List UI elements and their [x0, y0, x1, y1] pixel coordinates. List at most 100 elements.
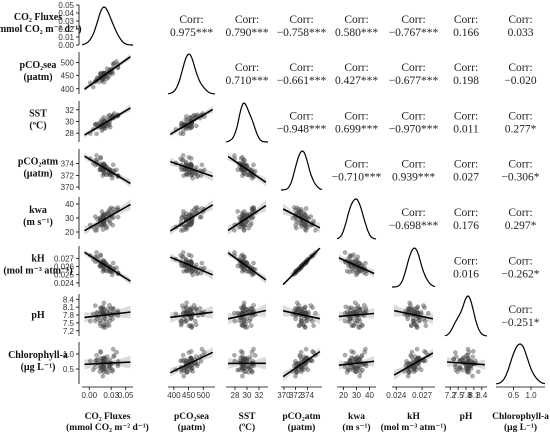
scatter-point: [101, 367, 107, 373]
corr-label: Corr:: [401, 159, 425, 171]
scatter-point: [107, 269, 112, 274]
scatter-point: [97, 369, 103, 375]
scatter-point: [465, 346, 471, 352]
scatter-point: [357, 307, 362, 313]
scatter-point: [180, 153, 186, 158]
y-tick-label: 400: [61, 85, 75, 94]
scatter-point: [351, 367, 356, 373]
scatter-point: [418, 309, 424, 315]
scatter-point: [295, 210, 301, 215]
scatter-point: [240, 269, 245, 274]
scatter-point: [302, 222, 307, 227]
scatter-point: [106, 323, 112, 328]
scatter-point: [108, 205, 114, 211]
scatter-point: [298, 305, 303, 311]
scatter-point: [475, 369, 481, 375]
scatter-point: [348, 355, 354, 361]
scatter-point: [243, 162, 249, 168]
scatter-point: [363, 308, 369, 314]
scatter-point: [409, 305, 415, 311]
scatter-point: [239, 222, 245, 227]
scatter-point: [414, 324, 420, 330]
scatter-point: [181, 212, 186, 217]
scatter-point: [241, 318, 247, 324]
corr-value: 0.277*: [505, 124, 537, 136]
scatter-point: [299, 306, 305, 312]
scatter-point: [296, 209, 302, 214]
scatter-point: [349, 264, 354, 270]
x-tick-label: 0.5: [508, 391, 520, 400]
scatter-point: [408, 323, 414, 328]
scatter-point: [88, 318, 93, 324]
corr-label: Corr:: [508, 62, 532, 74]
scatter-point: [193, 262, 199, 268]
scatter-point: [109, 215, 115, 221]
scatter-point: [405, 316, 411, 322]
scatter-point: [107, 302, 112, 308]
scatter-point: [187, 307, 193, 313]
scatter-point: [244, 357, 250, 363]
scatter-point: [101, 364, 107, 370]
scatter-point: [411, 366, 417, 371]
scatter-point: [103, 325, 108, 330]
scatter-point: [98, 364, 103, 369]
scatter-point: [410, 318, 416, 324]
scatter-point: [188, 367, 193, 373]
scatter-point: [183, 318, 189, 324]
y-tick-label: 7.2: [63, 327, 75, 336]
col-label-co2flux: CO₂ Fluxes: [85, 412, 131, 422]
scatter-point: [189, 323, 195, 328]
scatter-point: [416, 364, 422, 370]
scatter-point: [309, 318, 315, 324]
scatter-point: [232, 153, 237, 158]
scatter-point: [94, 316, 100, 322]
y-tick-label: 1.0: [63, 350, 75, 359]
scatter-point: [115, 205, 121, 210]
scatter-point: [115, 308, 121, 314]
y-tick-label: 0.04: [58, 9, 74, 18]
scatter-point: [110, 162, 116, 168]
scatter-point: [294, 369, 300, 375]
scatter-point: [107, 122, 112, 128]
scatter-point: [308, 303, 314, 308]
row-label-pco2atm: pCO₂atm: [18, 157, 59, 168]
scatter-point: [104, 66, 110, 71]
scatter-point: [309, 358, 315, 364]
scatter-point: [98, 71, 104, 77]
scatter-point: [408, 307, 413, 313]
scatter-point: [423, 350, 429, 355]
scatter-point: [411, 321, 417, 326]
scatter-point: [101, 266, 107, 271]
col-label-kh: kH: [407, 412, 420, 422]
scatter-point: [189, 172, 195, 178]
scatter-point: [181, 367, 186, 373]
y-tick-label: 372: [61, 171, 75, 180]
scatter-point: [107, 207, 112, 212]
scatter-point: [249, 272, 255, 278]
scatter-point: [95, 216, 100, 222]
scatter-point: [240, 307, 246, 313]
scatter-point: [299, 224, 304, 229]
scatter-point: [189, 365, 195, 371]
scatter-point: [470, 349, 476, 354]
scatter-point: [188, 355, 193, 361]
x-tick-label: 40: [365, 391, 374, 400]
scatter-point: [193, 306, 199, 312]
scatter-point: [184, 369, 189, 375]
scatter-point: [459, 357, 465, 363]
scatter-point: [106, 171, 111, 177]
scatter-point: [232, 352, 237, 358]
scatter-point: [189, 163, 194, 169]
scatter-point: [189, 260, 194, 266]
fit-line: [170, 160, 213, 178]
scatter-point: [97, 120, 103, 126]
scatter-point: [461, 355, 466, 361]
scatter-point: [238, 167, 244, 173]
x-tick-label: 30: [243, 391, 252, 400]
y-tick-label: 0.027: [54, 254, 75, 263]
scatter-point: [248, 222, 253, 228]
scatter-point: [301, 322, 307, 328]
scatter-point: [412, 322, 418, 328]
scatter-point: [298, 365, 304, 371]
scatter-point: [183, 126, 189, 132]
